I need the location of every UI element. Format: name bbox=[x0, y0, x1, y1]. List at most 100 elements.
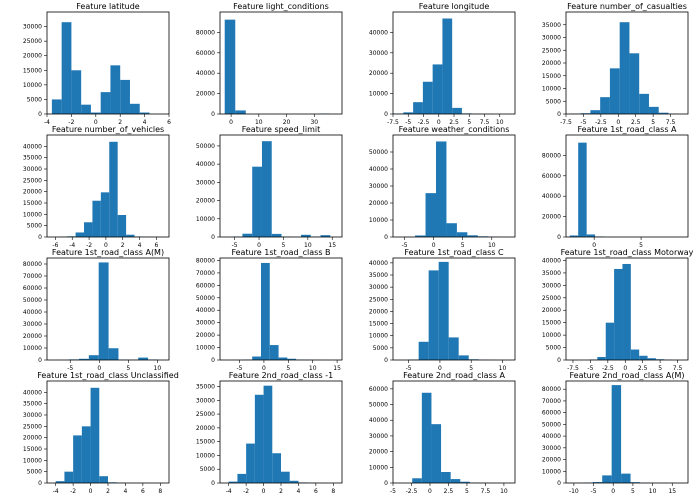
y-tick-label: 30000 bbox=[23, 166, 42, 173]
histogram-bar bbox=[92, 200, 101, 237]
x-tick-label: 6 bbox=[154, 242, 158, 249]
y-tick-label: 30000 bbox=[23, 412, 42, 419]
x-tick-label: -2.5 bbox=[406, 488, 418, 494]
x-tick-label: 5 bbox=[465, 488, 469, 494]
y-tick-label: 10000 bbox=[23, 82, 42, 89]
histogram-panel: Feature 2nd_road_class A(M) -10 -5 0 5 10 15 0 1… bbox=[542, 371, 689, 494]
x-tick-label: -2.5 bbox=[602, 365, 614, 372]
axes-frame bbox=[392, 380, 516, 484]
y-tick-label: 30000 bbox=[542, 35, 561, 42]
histogram-bar bbox=[412, 478, 422, 483]
y-tick-label: 15000 bbox=[23, 200, 42, 207]
y-tick-label: 0 bbox=[38, 111, 42, 118]
x-tick-label: 2.5 bbox=[444, 488, 454, 494]
x-tick-label: 7.5 bbox=[673, 365, 683, 372]
histogram-bar bbox=[592, 482, 603, 483]
y-tick-label: 10000 bbox=[23, 211, 42, 218]
x-tick-label: 0 bbox=[229, 119, 233, 126]
y-tick-label: 0 bbox=[211, 357, 215, 364]
x-tick-label: 10 bbox=[649, 488, 657, 494]
panel-title: Feature 1st_road_class A bbox=[577, 125, 677, 134]
y-tick-label: 0 bbox=[211, 234, 215, 241]
histogram-panel: Feature 1st_road_class Unclassified -4 -2 0… bbox=[23, 371, 179, 494]
y-tick-label: 60000 bbox=[196, 50, 215, 57]
y-tick-label: 20000 bbox=[23, 53, 42, 60]
x-tick-label: 7.5 bbox=[666, 119, 676, 126]
y-tick-label: 15000 bbox=[196, 439, 215, 446]
histogram-bar bbox=[289, 480, 299, 483]
histogram-bar bbox=[456, 232, 468, 237]
x-tick-label: 15 bbox=[668, 488, 676, 494]
histogram-bar bbox=[51, 99, 62, 114]
y-tick-label: 30000 bbox=[369, 433, 388, 440]
panel-title: Feature longitude bbox=[419, 2, 490, 11]
y-tick-label: 20000 bbox=[542, 457, 561, 464]
x-tick-label: -2.5 bbox=[595, 119, 607, 126]
x-tick-label: -7.5 bbox=[387, 119, 399, 126]
histogram-bar bbox=[602, 475, 612, 483]
histogram-panel: Feature 1st_road_class B -5 0 5 10 15 0 10000 20… bbox=[196, 248, 343, 372]
x-tick-label: 0 bbox=[592, 242, 596, 249]
x-tick-label: 0 bbox=[437, 119, 441, 126]
histogram-bar bbox=[639, 93, 649, 114]
y-tick-label: 50000 bbox=[369, 402, 388, 409]
y-tick-label: 5000 bbox=[373, 345, 388, 352]
y-tick-label: 0 bbox=[557, 480, 561, 487]
y-tick-label: 70000 bbox=[23, 273, 42, 280]
y-tick-label: 0 bbox=[557, 111, 561, 118]
x-tick-label: 5 bbox=[126, 365, 130, 372]
histogram-bar bbox=[272, 453, 281, 483]
histogram-bar bbox=[403, 112, 414, 114]
x-tick-label: 10 bbox=[499, 365, 507, 372]
x-tick-label: 0 bbox=[428, 488, 432, 494]
histogram-bar bbox=[614, 268, 623, 360]
histogram-bar bbox=[246, 443, 255, 483]
y-tick-label: 10000 bbox=[196, 345, 215, 352]
histogram-bar bbox=[432, 64, 443, 114]
y-tick-label: 20000 bbox=[23, 189, 42, 196]
y-tick-label: 20000 bbox=[196, 425, 215, 432]
histogram-bar bbox=[622, 263, 631, 360]
histogram-bar bbox=[61, 22, 72, 115]
panel-title: Feature 1st_road_class A(M) bbox=[52, 248, 164, 257]
y-tick-label: 30000 bbox=[542, 282, 561, 289]
histogram-bar bbox=[619, 22, 630, 115]
x-tick-label: -5 bbox=[405, 119, 411, 126]
histogram-bar bbox=[55, 481, 65, 483]
x-tick-label: -2 bbox=[70, 488, 76, 494]
y-tick-label: 80000 bbox=[196, 29, 215, 36]
x-tick-label: -7.5 bbox=[560, 119, 572, 126]
histogram-bar bbox=[421, 392, 432, 483]
histogram-bar bbox=[252, 356, 261, 360]
histogram-bar bbox=[100, 192, 110, 237]
histogram-bar bbox=[422, 81, 433, 114]
histogram-panel: Feature light_conditions 0 10 20 30 0 20000 400… bbox=[196, 2, 343, 126]
x-tick-label: -4 bbox=[69, 242, 75, 249]
x-tick-label: -5 bbox=[390, 488, 396, 494]
x-tick-label: 4 bbox=[297, 488, 301, 494]
histogram-bar bbox=[235, 110, 246, 114]
y-tick-label: 40000 bbox=[23, 309, 42, 316]
x-tick-label: 6 bbox=[167, 119, 171, 126]
histogram-bar bbox=[586, 234, 596, 237]
histogram-panel: Feature 2nd_road_class -1 -4 -2 0 2 4 6 8 0 5000 1… bbox=[196, 371, 343, 494]
histogram-bar bbox=[629, 53, 640, 114]
x-tick-label: 5 bbox=[467, 119, 471, 126]
panel-title: Feature 1st_road_class Motorway bbox=[561, 248, 694, 257]
histogram-bar bbox=[139, 112, 150, 114]
histogram-bar bbox=[648, 106, 659, 114]
y-tick-label: 5000 bbox=[200, 466, 215, 473]
histogram-bar bbox=[109, 141, 118, 237]
panel-title: Feature 2nd_road_class -1 bbox=[229, 371, 333, 380]
x-tick-label: -2.5 bbox=[418, 119, 430, 126]
x-tick-label: -5 bbox=[67, 365, 73, 372]
y-tick-label: 15000 bbox=[23, 67, 42, 74]
panel-title: Feature light_conditions bbox=[233, 2, 329, 11]
histogram-bar bbox=[120, 79, 130, 114]
histogram-bar bbox=[578, 142, 587, 237]
panel-title: Feature 2nd_road_class A bbox=[403, 371, 505, 380]
axes-frame bbox=[46, 11, 170, 115]
axes-frame bbox=[565, 380, 689, 484]
x-tick-label: -2 bbox=[243, 488, 249, 494]
histogram-bar bbox=[621, 473, 631, 483]
